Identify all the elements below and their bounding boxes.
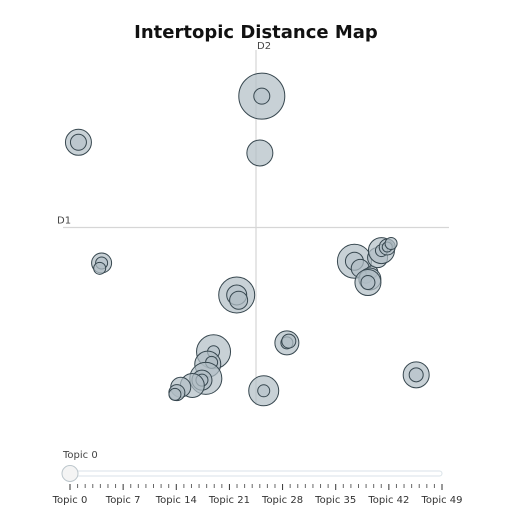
topic-bubble-inner xyxy=(253,87,271,105)
topic-bubble-inner xyxy=(408,367,424,383)
topic-bubble[interactable] xyxy=(384,236,398,250)
slider-handle[interactable] xyxy=(61,465,79,482)
topic-bubble-inner xyxy=(360,275,376,291)
slider-ticks: Topic 0 Topic 7 Topic 14 Topic 21 Topic 28 To… xyxy=(52,484,463,506)
x-axis-label: D1 xyxy=(57,216,71,227)
slider-tick-label: Topic 35 xyxy=(314,495,356,506)
topic-bubble-inner xyxy=(69,133,87,151)
slider-tick-label: Topic 49 xyxy=(420,495,462,506)
topic-bubbles xyxy=(64,72,430,407)
topic-bubble[interactable] xyxy=(229,290,249,310)
slider-tick-label: Topic 21 xyxy=(208,495,250,506)
topic-bubble[interactable] xyxy=(281,333,297,349)
topic-bubble[interactable] xyxy=(168,387,182,401)
slider-current-label: Topic 0 xyxy=(62,450,98,461)
topic-bubble[interactable] xyxy=(93,261,107,275)
slider-tick-label: Topic 42 xyxy=(367,495,409,506)
topic-slider[interactable]: Topic 0 Topic 0 Topic 7 Topic 14 Topic 21 To… xyxy=(52,450,463,506)
chart-title: Intertopic Distance Map xyxy=(134,22,378,43)
topic-bubble-inner xyxy=(257,384,271,398)
slider-tick-label: Topic 7 xyxy=(105,495,141,506)
slider-track[interactable] xyxy=(69,470,443,477)
y-axis-label: D2 xyxy=(257,41,271,52)
slider-tick-label: Topic 28 xyxy=(261,495,303,506)
topic-bubble[interactable] xyxy=(246,139,274,167)
slider-tick-label: Topic 14 xyxy=(155,495,197,506)
slider-tick-label: Topic 0 xyxy=(52,495,88,506)
